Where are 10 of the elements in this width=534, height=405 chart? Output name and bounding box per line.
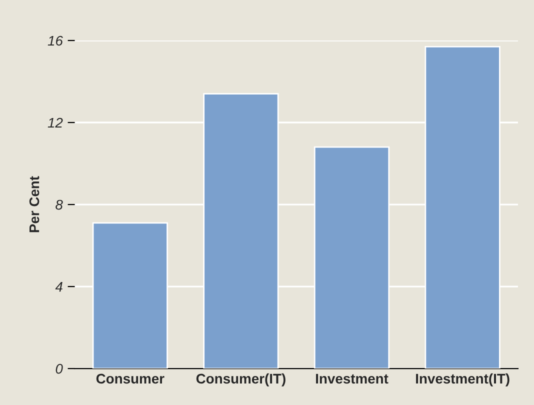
y-tick-label: 12 [48, 118, 63, 128]
y-tick-label: 16 [48, 36, 63, 46]
y-tick-label: 4 [55, 282, 62, 292]
x-tick-label: Consumer [96, 374, 164, 384]
x-tick-label: Investment [316, 374, 388, 384]
x-tick-label: Consumer(IT) [196, 373, 286, 386]
y-tick-label: 0 [56, 364, 63, 374]
x-tick-label: Investment(IT) [416, 373, 510, 386]
y-tick-label: 8 [56, 200, 63, 210]
y-axis-title: Per Cent [29, 176, 40, 232]
